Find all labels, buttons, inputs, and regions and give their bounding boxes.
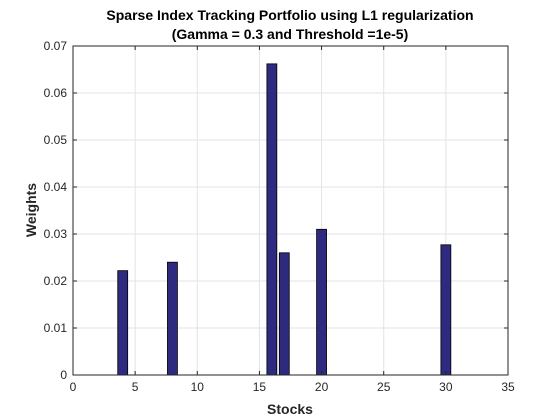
x-tick-label-3: 15 — [253, 380, 267, 394]
y-tick-label-1: 0.01 — [44, 321, 68, 335]
x-tick-label-0: 0 — [70, 380, 77, 394]
x-tick-label-2: 10 — [191, 380, 205, 394]
bar-stock-17 — [278, 252, 290, 376]
x-tick-label-4: 20 — [315, 380, 329, 394]
x-axis-label: Stocks — [267, 401, 313, 417]
y-axis-label: Weights — [23, 183, 39, 237]
axis-ticks: 0 5 10 15 20 25 30 35 0 0.01 0.02 0.03 0.04 0.05 0.06 0… — [44, 39, 515, 394]
plot-area — [73, 46, 508, 375]
chart-title-line1: Sparse Index Tracking Portfolio using L1… — [106, 7, 473, 23]
y-tick-label-3: 0.03 — [44, 227, 68, 241]
bar-stock-16 — [266, 63, 278, 376]
y-tick-label-6: 0.06 — [44, 86, 68, 100]
y-tick-label-5: 0.05 — [44, 133, 68, 147]
gridlines — [73, 46, 508, 375]
bar-stock-8 — [167, 261, 178, 376]
bar-stock-30 — [440, 244, 452, 376]
x-tick-label-7: 35 — [501, 380, 515, 394]
y-tick-label-2: 0.02 — [44, 274, 68, 288]
plot-frame — [72, 45, 509, 376]
x-tick-label-6: 30 — [439, 380, 453, 394]
bar-stock-4 — [117, 270, 129, 376]
chart-title-line2: (Gamma = 0.3 and Threshold =1e-5) — [172, 26, 409, 42]
y-tick-label-4: 0.04 — [44, 180, 68, 194]
y-tick-label-0: 0 — [60, 368, 67, 382]
y-tick-label-7: 0.07 — [44, 39, 68, 53]
x-tick-label-5: 25 — [377, 380, 391, 394]
bar-stock-20 — [316, 228, 327, 376]
x-tick-label-1: 5 — [132, 380, 139, 394]
